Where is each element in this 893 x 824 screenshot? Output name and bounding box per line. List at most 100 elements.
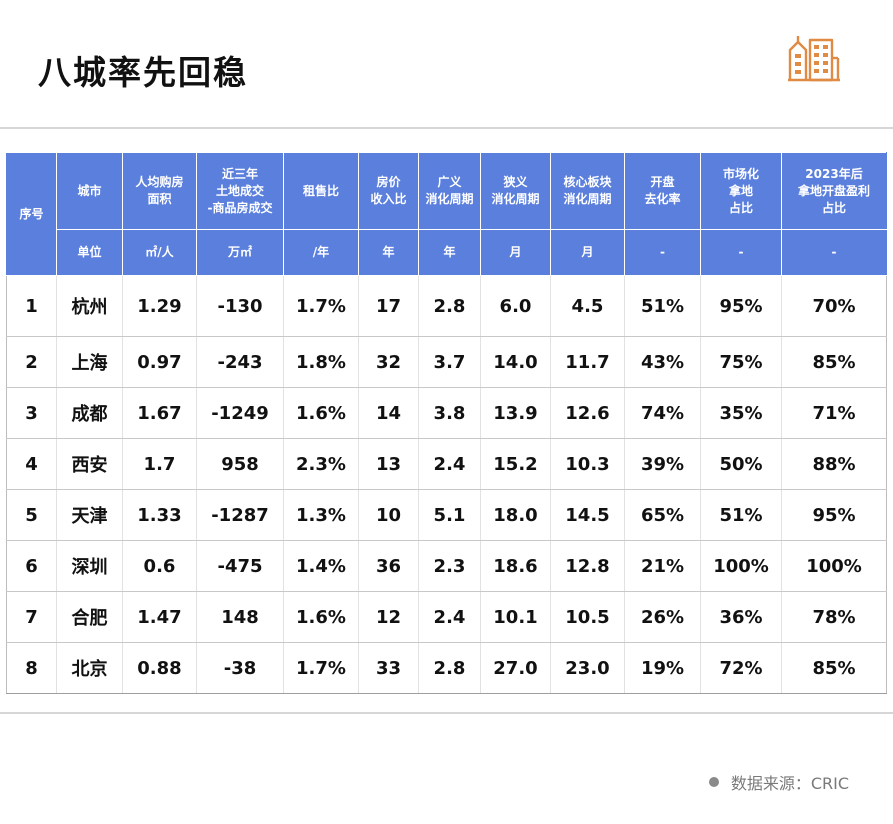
table-cell: 10: [358, 489, 419, 541]
table-row: 7 合肥 1.47 148 1.6% 12 2.4 10.1 10.5 26% 36% 78%: [6, 591, 887, 643]
table-cell: 4.5: [550, 275, 625, 337]
table-cell: 78%: [781, 591, 887, 643]
header-cell: 开盘 去化率: [624, 152, 701, 230]
table-cell: 8: [6, 642, 57, 694]
table-cell: 1.47: [122, 591, 197, 643]
table-cell: 2: [6, 336, 57, 388]
table-cell: 2.4: [418, 438, 481, 490]
table-cell: 3: [6, 387, 57, 439]
table-row: 4 西安 1.7 958 2.3% 13 2.4 15.2 10.3 39% 50% 88%: [6, 438, 887, 490]
table-cell: 15.2: [480, 438, 551, 490]
table-row: 3 成都 1.67 -1249 1.6% 14 3.8 13.9 12.6 74% 35% 71%: [6, 387, 887, 439]
table-cell: -130: [196, 275, 284, 337]
table-cell: 3.8: [418, 387, 481, 439]
table-cell: 10.3: [550, 438, 625, 490]
table-body: 1 杭州 1.29 -130 1.7% 17 2.8 6.0 4.5 51% 95% 70% 2 上海 0.…: [6, 275, 887, 694]
table-cell: 1: [6, 275, 57, 337]
table-cell: 72%: [700, 642, 782, 694]
table-cell: 26%: [624, 591, 701, 643]
table-cell: 0.88: [122, 642, 197, 694]
city-cell: 成都: [56, 387, 123, 439]
table-cell: 14: [358, 387, 419, 439]
table-cell: 2.8: [418, 275, 481, 337]
table-cell: 3.7: [418, 336, 481, 388]
table-cell: 51%: [624, 275, 701, 337]
header-row: 序号 城市 人均购房 面积 近三年 土地成交 -商品房成交 租售比 房价 收入比…: [6, 152, 887, 276]
table-cell: 1.3%: [283, 489, 359, 541]
header-cell: 房价 收入比: [358, 152, 419, 230]
table-cell: 2.3: [418, 540, 481, 592]
table-cell: -475: [196, 540, 284, 592]
table-cell: 2.3%: [283, 438, 359, 490]
city-cell: 上海: [56, 336, 123, 388]
city-cell: 杭州: [56, 275, 123, 337]
table-cell: 36%: [700, 591, 782, 643]
table-cell: 1.8%: [283, 336, 359, 388]
table-cell: 32: [358, 336, 419, 388]
source-label: 数据来源：CRIC: [730, 774, 849, 793]
table-cell: 18.6: [480, 540, 551, 592]
header-cell: 狭义 消化周期: [480, 152, 551, 230]
city-cell: 天津: [56, 489, 123, 541]
table-cell: 1.33: [122, 489, 197, 541]
city-cell: 深圳: [56, 540, 123, 592]
table-cell: 1.6%: [283, 387, 359, 439]
table-cell: 10.5: [550, 591, 625, 643]
table-cell: 65%: [624, 489, 701, 541]
table-cell: 95%: [781, 489, 887, 541]
table-cell: 2.8: [418, 642, 481, 694]
table-cell: -38: [196, 642, 284, 694]
table-cell: 35%: [700, 387, 782, 439]
table-cell: -1287: [196, 489, 284, 541]
table-cell: 0.6: [122, 540, 197, 592]
header-cell: 市场化 拿地 占比: [700, 152, 782, 230]
unit-cell: 年: [358, 229, 419, 276]
header-cell: 租售比: [283, 152, 359, 230]
table-cell: 14.0: [480, 336, 551, 388]
table-cell: 85%: [781, 642, 887, 694]
table-cell: 5: [6, 489, 57, 541]
header-cell: 2023年后 拿地开盘盈利 占比: [781, 152, 887, 230]
unit-cell: 月: [550, 229, 625, 276]
unit-cell: 年: [418, 229, 481, 276]
table-cell: 12: [358, 591, 419, 643]
table-cell: 958: [196, 438, 284, 490]
unit-cell: -: [624, 229, 701, 276]
table-cell: 36: [358, 540, 419, 592]
table-cell: 12.6: [550, 387, 625, 439]
table-cell: 6.0: [480, 275, 551, 337]
unit-cell: 单位: [56, 229, 123, 276]
table-cell: 17: [358, 275, 419, 337]
table-cell: 74%: [624, 387, 701, 439]
unit-cell: ㎡/人: [122, 229, 197, 276]
unit-cell: -: [781, 229, 887, 276]
source-note: 数据来源：CRIC: [708, 770, 849, 794]
units-row: 单位 ㎡/人 万㎡ /年 年 年 月 月 - - -: [7, 229, 887, 276]
table-cell: 21%: [624, 540, 701, 592]
table-cell: 1.67: [122, 387, 197, 439]
table-row: 8 北京 0.88 -38 1.7% 33 2.8 27.0 23.0 19% 72% 85%: [6, 642, 887, 694]
table-cell: 7: [6, 591, 57, 643]
table-cell: 2.4: [418, 591, 481, 643]
table-cell: 1.4%: [283, 540, 359, 592]
city-cell: 北京: [56, 642, 123, 694]
unit-cell: /年: [283, 229, 359, 276]
header-cell: 人均购房 面积: [122, 152, 197, 230]
header-cell: 广义 消化周期: [418, 152, 481, 230]
table-cell: 10.1: [480, 591, 551, 643]
header-cell: 核心板块 消化周期: [550, 152, 625, 230]
table-cell: 33: [358, 642, 419, 694]
table-cell: 100%: [781, 540, 887, 592]
page-title: 八城率先回稳: [38, 53, 248, 92]
table-cell: 39%: [624, 438, 701, 490]
buildings-icon: [788, 36, 840, 82]
city-cell: 西安: [56, 438, 123, 490]
table-cell: 5.1: [418, 489, 481, 541]
table-cell: 1.6%: [283, 591, 359, 643]
city-cell: 合肥: [56, 591, 123, 643]
table-cell: 1.7%: [283, 642, 359, 694]
table-cell: 1.7: [122, 438, 197, 490]
table-cell: 51%: [700, 489, 782, 541]
table-cell: 71%: [781, 387, 887, 439]
table-cell: 1.7%: [283, 275, 359, 337]
